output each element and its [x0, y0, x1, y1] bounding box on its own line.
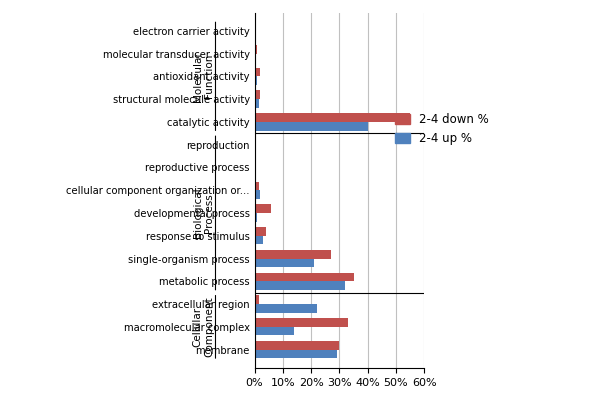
- Bar: [255, 349, 336, 358]
- Bar: [255, 190, 260, 199]
- Bar: [255, 76, 258, 85]
- Text: Cellular
Component: Cellular Component: [193, 296, 215, 357]
- Bar: [255, 99, 259, 108]
- Bar: [255, 258, 314, 267]
- Bar: [255, 204, 271, 213]
- Bar: [255, 227, 266, 236]
- Legend: 2-4 down %, 2-4 up %: 2-4 down %, 2-4 up %: [390, 107, 494, 151]
- Text: Biological
Process: Biological Process: [193, 188, 215, 238]
- Bar: [255, 236, 263, 245]
- Bar: [255, 90, 260, 99]
- Bar: [255, 304, 317, 313]
- Bar: [255, 296, 259, 304]
- Bar: [255, 122, 368, 130]
- Bar: [255, 54, 256, 62]
- Bar: [255, 273, 353, 281]
- Bar: [255, 45, 258, 54]
- Bar: [255, 213, 258, 222]
- Bar: [255, 281, 345, 290]
- Bar: [255, 250, 331, 258]
- Bar: [255, 318, 348, 327]
- Bar: [255, 68, 260, 76]
- Bar: [255, 327, 294, 336]
- Bar: [255, 181, 259, 190]
- Bar: [255, 113, 410, 122]
- Bar: [255, 159, 256, 168]
- Bar: [255, 341, 339, 349]
- Text: Molecular
Function: Molecular Function: [193, 51, 215, 102]
- Bar: [255, 22, 256, 31]
